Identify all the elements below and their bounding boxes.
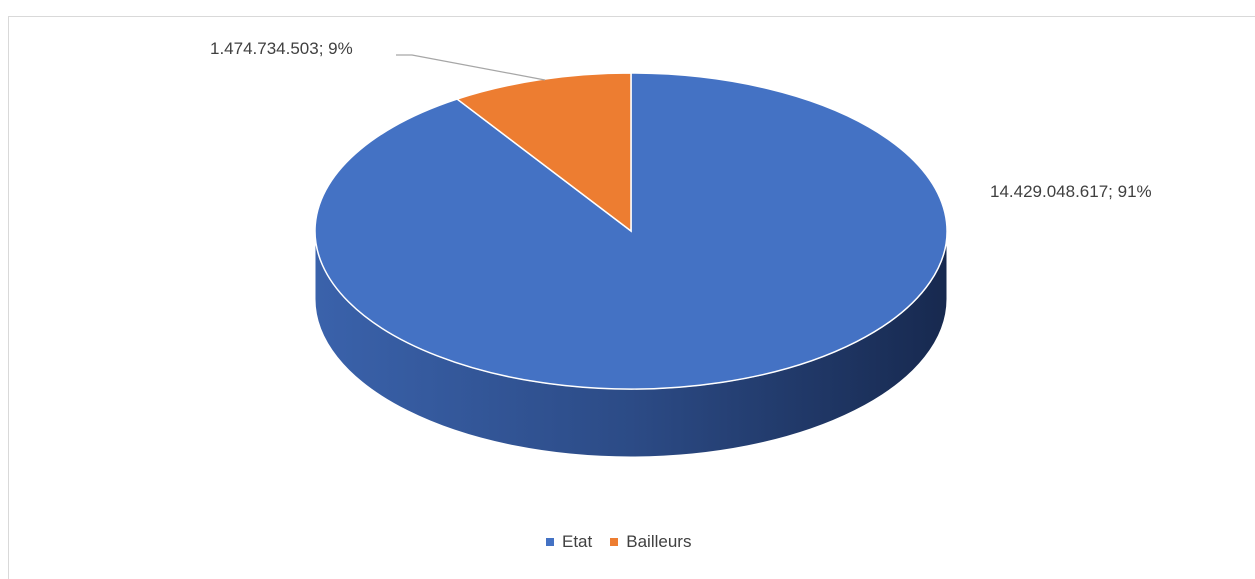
pie-data-labels: 14.429.048.617; 91% 1.474.734.503; 9% xyxy=(210,39,1152,201)
legend-label-etat: Etat xyxy=(562,532,593,551)
data-label-bailleurs: 1.474.734.503; 9% xyxy=(210,39,353,58)
pie-top-face xyxy=(314,72,948,390)
legend-item-etat: Etat xyxy=(546,532,592,552)
legend-swatch-bailleurs xyxy=(610,538,619,546)
leader-line-bailleurs xyxy=(396,54,546,81)
data-label-etat: 14.429.048.617; 91% xyxy=(990,182,1152,201)
legend-swatch-etat xyxy=(546,538,554,546)
legend-item-bailleurs: Bailleurs xyxy=(610,532,691,552)
legend-label-bailleurs: Bailleurs xyxy=(626,532,692,551)
legend: Etat Bailleurs xyxy=(546,532,691,552)
